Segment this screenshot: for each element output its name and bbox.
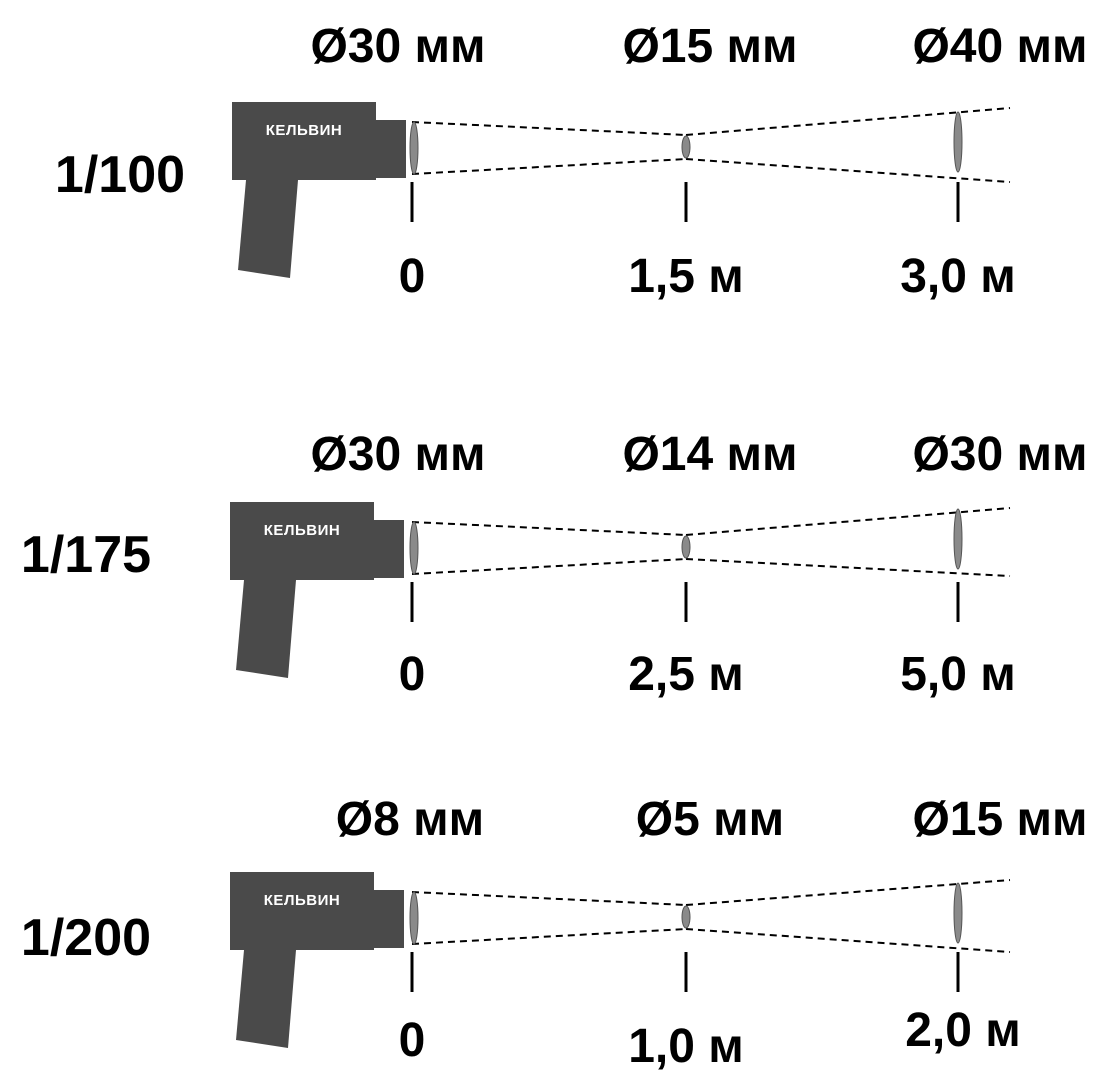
spot-focus <box>681 135 691 159</box>
diagram-row-2: 1/175 КЕЛЬВИН Ø30 мм Ø14 мм Ø30 мм 0 2,5 м 5,0 … <box>21 428 1088 701</box>
distance-label: 2,5 м <box>628 648 744 701</box>
beam-upper-near <box>411 521 687 536</box>
device-handle <box>236 580 296 678</box>
ratio-label: 1/175 <box>21 526 151 584</box>
device-brand-label: КЕЛЬВИН <box>266 122 342 139</box>
device-nozzle <box>374 520 404 578</box>
distance-label: 0 <box>399 250 426 303</box>
beam-lower-far <box>685 158 1011 183</box>
pyrometer-device-icon: КЕЛЬВИН <box>230 872 404 1048</box>
device-brand-label: КЕЛЬВИН <box>264 522 340 539</box>
spot-diameter-label: Ø14 мм <box>622 428 797 481</box>
diagram-row-3: 1/200 КЕЛЬВИН Ø8 мм Ø5 мм Ø15 мм 0 1,0 м 2,0 м <box>21 793 1088 1073</box>
spot-focus <box>681 905 691 929</box>
spot-near <box>409 521 419 575</box>
distance-label: 1,0 м <box>628 1020 744 1073</box>
spot-focus <box>681 535 691 559</box>
distance-label: 0 <box>399 1014 426 1067</box>
distance-label: 5,0 м <box>900 648 1016 701</box>
distance-label: 3,0 м <box>900 250 1016 303</box>
pyrometer-device-icon: КЕЛЬВИН <box>230 502 404 678</box>
spot-diameter-label: Ø15 мм <box>912 793 1087 846</box>
beam-lines <box>411 879 1011 953</box>
spot-far <box>953 508 963 570</box>
device-handle <box>236 950 296 1048</box>
device-body <box>232 102 376 180</box>
ratio-label: 1/100 <box>55 146 185 204</box>
device-nozzle <box>374 890 404 948</box>
spot-diameter-label: Ø5 мм <box>636 793 784 846</box>
spot-diameter-label: Ø30 мм <box>912 428 1087 481</box>
spot-far <box>953 111 963 173</box>
beam-upper-near <box>411 891 687 906</box>
beam-upper-near <box>411 121 687 136</box>
diagram-row-1: 1/100 КЕЛЬВИН Ø30 мм Ø15 мм Ø40 мм 0 1,5 м 3,0 … <box>55 20 1088 303</box>
device-brand-label: КЕЛЬВИН <box>264 892 340 909</box>
beam-lower-near <box>411 928 687 945</box>
device-handle <box>238 180 298 278</box>
distance-label: 0 <box>399 648 426 701</box>
beam-upper-far <box>685 107 1011 136</box>
device-nozzle <box>376 120 406 178</box>
ratio-label: 1/200 <box>21 909 151 967</box>
distance-label: 2,0 м <box>905 1004 1021 1057</box>
beam-lower-far <box>685 558 1011 577</box>
beam-upper-far <box>685 879 1011 906</box>
beam-lines <box>411 507 1011 577</box>
beam-lower-near <box>411 558 687 575</box>
spot-near <box>409 891 419 945</box>
beam-lines <box>411 107 1011 183</box>
beam-lower-far <box>685 928 1011 953</box>
spot-far <box>953 882 963 944</box>
device-body <box>230 872 374 950</box>
spot-diameter-label: Ø8 мм <box>336 793 484 846</box>
pyrometer-device-icon: КЕЛЬВИН <box>232 102 406 278</box>
spot-diameter-label: Ø40 мм <box>912 20 1087 73</box>
device-body <box>230 502 374 580</box>
spot-diameter-label: Ø30 мм <box>310 20 485 73</box>
distance-label: 1,5 м <box>628 250 744 303</box>
beam-lower-near <box>411 158 687 175</box>
spot-diameter-label: Ø30 мм <box>310 428 485 481</box>
spot-near <box>409 121 419 175</box>
spot-diameter-label: Ø15 мм <box>622 20 797 73</box>
